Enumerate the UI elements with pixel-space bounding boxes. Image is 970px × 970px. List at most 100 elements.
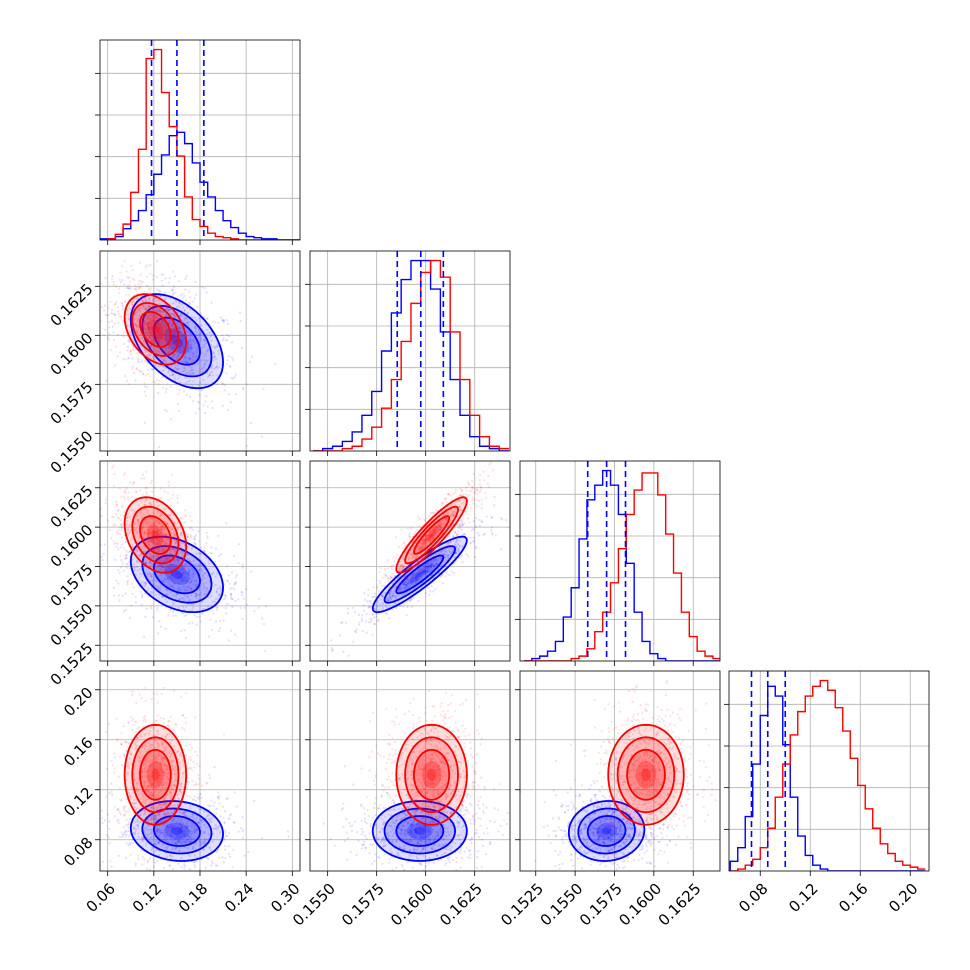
sample-point [378,570,381,574]
sample-point [165,563,168,567]
sample-point [159,295,162,298]
sample-point [170,330,173,333]
sample-point [141,304,144,307]
sample-point [171,323,174,326]
sample-point [180,865,183,868]
sample-point [126,516,129,519]
sample-point [196,583,199,586]
sample-point [396,553,399,556]
sample-point [135,325,139,328]
sample-point [171,330,174,333]
sample-point [166,307,169,310]
sample-point [161,564,164,568]
sample-point [369,600,372,603]
sample-point [165,329,168,332]
sample-point [475,498,478,502]
sample-point [194,585,198,589]
sample-point [189,296,192,299]
sample-point [180,341,183,344]
sample-point [398,590,401,593]
sample-point [160,526,163,529]
sample-point [131,277,134,280]
sample-point [157,325,160,328]
sample-point [136,519,139,522]
sample-point [384,598,387,601]
sample-point [170,545,173,548]
sample-point [151,529,154,532]
sample-point [155,307,159,310]
sample-point [165,557,168,560]
sample-point [189,586,192,590]
sample-point [120,496,123,499]
sample-point [401,581,404,585]
sample-point [159,487,162,490]
sample-point [152,512,155,515]
sample-point [181,370,184,373]
sample-point [204,556,207,560]
sample-point [163,490,166,493]
panel-border [309,250,511,452]
sample-point [229,813,233,816]
sample-point [194,579,197,582]
sample-point [207,560,210,563]
sample-point [173,378,176,381]
sample-point [132,333,136,336]
sample-point [186,320,189,323]
sample-point [147,327,150,330]
sample-point [136,565,139,569]
sample-point [143,858,146,861]
sample-point [156,310,159,314]
sample-point [172,603,175,606]
sample-point [160,569,164,572]
sample-point [159,309,162,313]
sample-point [179,525,182,528]
sample-point [174,367,177,370]
sample-point [181,343,184,347]
sample-point [138,308,141,311]
sample-point [96,847,98,849]
sample-point [180,339,183,342]
sample-point [126,323,129,326]
sample-point [178,331,182,334]
sample-point [171,347,175,350]
sample-point [137,523,140,527]
sample-point [141,300,144,303]
sample-point [144,340,147,343]
sample-point [151,538,154,541]
sample-point [262,387,265,390]
sample-point [220,553,223,556]
sample-point [165,305,168,308]
sample-point [92,823,94,825]
sample-point [169,504,172,507]
sample-point [201,371,204,374]
sample-point [156,332,159,335]
sample-point [188,365,192,368]
sample-point [124,555,127,558]
sample-point [463,533,466,536]
sample-point [142,326,145,329]
sample-point [161,336,164,339]
sample-point [158,530,161,533]
sample-point [112,484,116,487]
sample-point [194,359,197,362]
sample-point [171,474,174,477]
sample-point [215,590,218,593]
sample-point [194,327,197,330]
sample-point [388,616,391,620]
sample-point [375,586,379,590]
sample-point [231,586,234,590]
sample-point [189,368,192,372]
sample-point [190,588,193,591]
sample-point [221,339,225,342]
sample-point [174,374,177,377]
sample-point [145,323,149,326]
sample-point [191,609,194,612]
sample-point [365,631,368,634]
sample-point [160,337,163,340]
sample-point [152,582,155,585]
sample-point [193,864,196,867]
sample-point [127,560,130,564]
sample-point [108,326,111,329]
sample-point [222,619,225,622]
sample-point [329,639,333,642]
